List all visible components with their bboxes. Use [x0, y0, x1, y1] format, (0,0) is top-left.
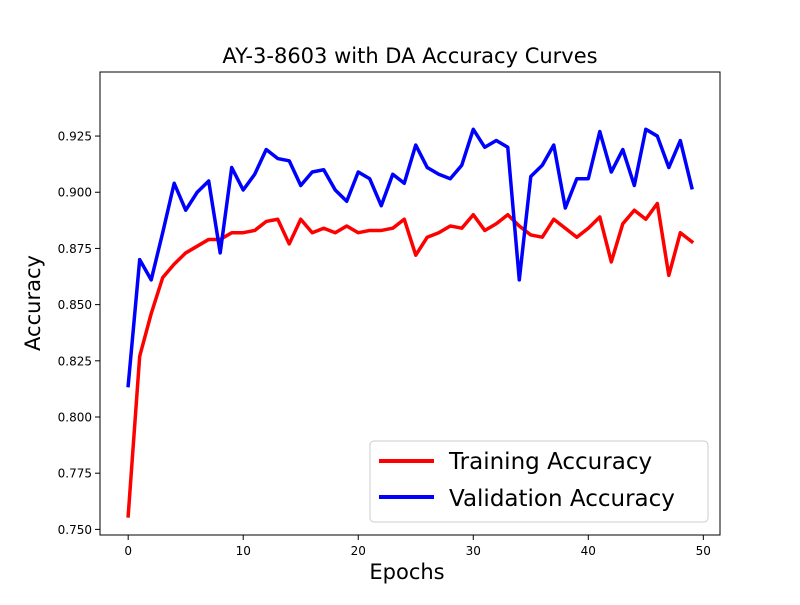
y-tick-label: 0.900 — [58, 186, 92, 200]
y-tick-label: 0.775 — [58, 467, 92, 481]
x-tick-label: 20 — [351, 544, 366, 558]
x-axis-label: Epochs — [369, 560, 444, 584]
x-axis: 0 10 20 30 40 50 — [124, 535, 711, 558]
x-tick-label: 30 — [466, 544, 481, 558]
y-tick-label: 0.825 — [58, 354, 92, 368]
x-tick-label: 0 — [124, 544, 132, 558]
series-layer — [126, 127, 695, 518]
plot-frame — [99, 71, 721, 536]
x-tick-label: 50 — [696, 544, 711, 558]
legend-frame — [369, 440, 709, 523]
y-axis-label: Accuracy — [21, 255, 45, 351]
y-tick-label: 0.800 — [58, 411, 92, 425]
y-axis: 0.750 0.775 0.800 0.825 0.850 0.875 0.900 0.925 — [58, 130, 100, 537]
y-tick-label: 0.850 — [58, 298, 92, 312]
y-tick-label: 0.750 — [58, 523, 92, 537]
legend-label-training: Training Accuracy — [448, 449, 652, 475]
x-tick-label: 10 — [236, 544, 251, 558]
legend-label-validation: Validation Accuracy — [449, 486, 675, 512]
y-tick-label: 0.925 — [58, 130, 92, 144]
x-tick-label: 40 — [581, 544, 596, 558]
legend: Training Accuracy Validation Accuracy — [369, 440, 709, 523]
y-tick-label: 0.875 — [58, 242, 92, 256]
plot-area — [99, 71, 721, 536]
series-line-validation-accuracy — [126, 127, 694, 388]
chart-title: AY-3-8603 with DA Accuracy Curves — [222, 44, 597, 68]
